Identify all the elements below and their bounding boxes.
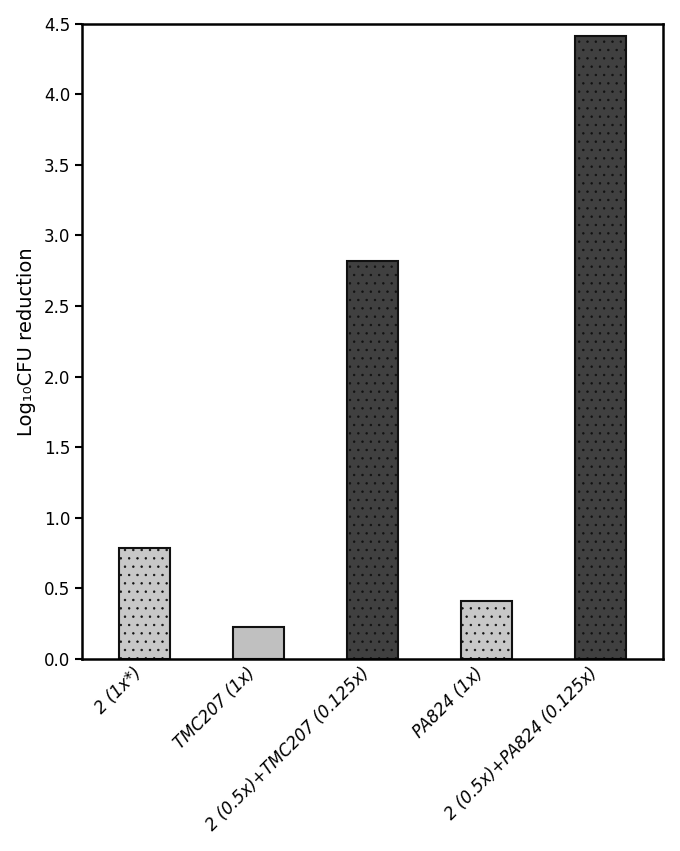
Bar [347, 261, 398, 659]
Y-axis label: Log₁₀CFU reduction: Log₁₀CFU reduction [17, 247, 35, 436]
Bar [575, 37, 626, 659]
Bar [461, 601, 512, 659]
Bar [119, 547, 171, 659]
Bar [233, 626, 284, 659]
